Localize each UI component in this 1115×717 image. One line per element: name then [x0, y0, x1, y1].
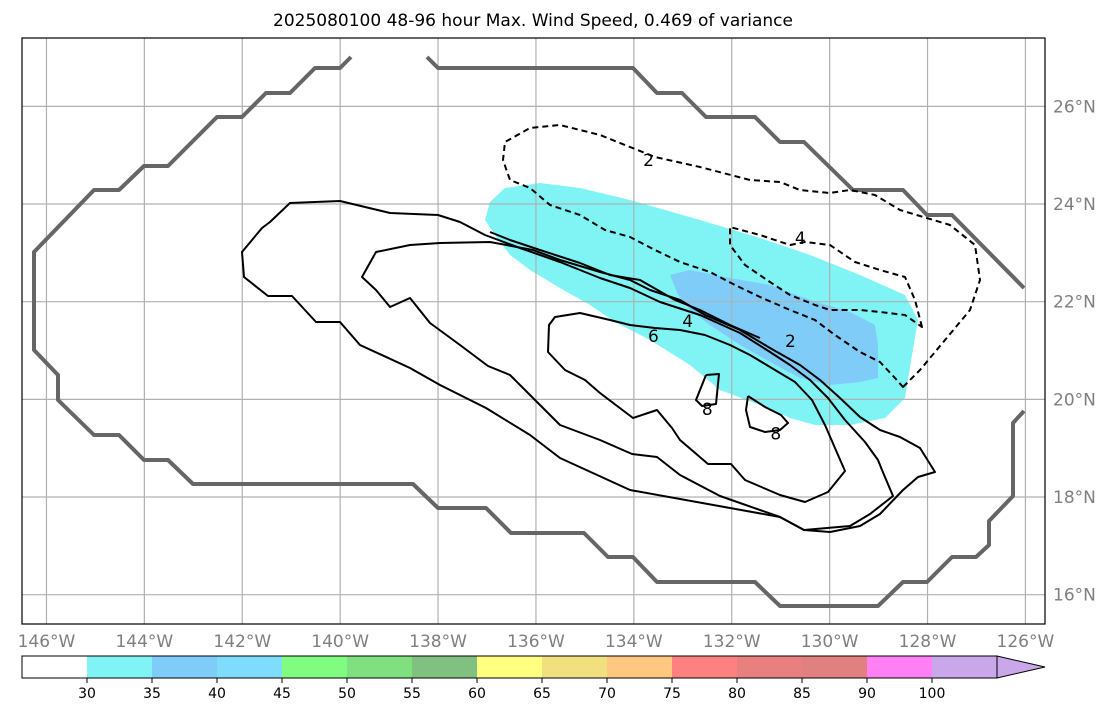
chart-title: 2025080100 48-96 hour Max. Wind Speed, 0… — [273, 11, 793, 31]
lon-tick-label: 144°W — [115, 632, 173, 652]
colorbar-tick-label: 75 — [663, 686, 681, 702]
lon-tick-label: 140°W — [311, 632, 369, 652]
colorbar-tick-label: 80 — [728, 686, 746, 702]
lat-tick-label: 26°N — [1053, 97, 1096, 117]
contour-labels: 2 4 2 4 6 8 8 — [643, 151, 806, 445]
colorbar-segment — [282, 656, 347, 678]
contour-line-6 — [489, 231, 846, 503]
lon-tick-label: 128°W — [899, 632, 957, 652]
colorbar-segment — [932, 656, 997, 678]
lon-tick-label: 134°W — [605, 632, 663, 652]
colorbar-tick-label: 70 — [598, 686, 616, 702]
lon-tick-label: 146°W — [18, 632, 76, 652]
filled-region-35-40 — [670, 270, 878, 385]
colorbar: 30 35 40 45 50 55 60 65 70 75 80 85 90 100 — [21, 655, 1046, 702]
colorbar-tick-label: 90 — [858, 686, 876, 702]
colorbar-extend-arrow — [996, 655, 1046, 679]
contour-line-2 — [241, 200, 894, 531]
colorbar-tick-label: 100 — [919, 686, 946, 702]
lat-tick-label: 20°N — [1053, 390, 1096, 410]
colorbar-tick-label: 55 — [403, 686, 421, 702]
contour-label: 6 — [648, 327, 659, 347]
lon-tick-label: 138°W — [409, 632, 467, 652]
lon-tick-label: 126°W — [997, 632, 1055, 652]
contour-line-8a — [695, 373, 720, 407]
lat-tick-label: 24°N — [1053, 195, 1096, 215]
contour-label: 4 — [682, 312, 693, 332]
contour-label: 2 — [785, 332, 796, 352]
colorbar-segment — [672, 656, 737, 678]
colorbar-tick-label: 65 — [533, 686, 551, 702]
colorbar-segment — [737, 656, 802, 678]
dashed-contours — [502, 124, 981, 388]
lat-tick-label: 18°N — [1053, 488, 1096, 508]
colorbar-frame — [21, 655, 997, 679]
colorbar-segment — [347, 656, 412, 678]
map-area: 2 4 2 4 6 8 8 — [22, 38, 1045, 624]
colorbar-tick-label: 45 — [273, 686, 291, 702]
colorbar-tick-label: 60 — [468, 686, 486, 702]
lat-tick-labels: 16°N 18°N 20°N 22°N 24°N 26°N — [1053, 97, 1096, 605]
lon-tick-label: 142°W — [213, 632, 271, 652]
contour-label: 8 — [702, 400, 713, 420]
map-frame — [21, 37, 1046, 625]
lon-tick-label: 136°W — [507, 632, 565, 652]
contour-label: 4 — [795, 229, 806, 249]
lat-tick-label: 16°N — [1053, 586, 1096, 606]
colorbar-tick-label: 30 — [78, 686, 96, 702]
lon-tick-label: 132°W — [703, 632, 761, 652]
colorbar-tick-label: 50 — [338, 686, 356, 702]
colorbar-segment — [152, 656, 217, 678]
colorbar-segment — [87, 656, 152, 678]
colorbar-segment — [867, 656, 932, 678]
dashed-contour-4 — [729, 226, 923, 328]
contour-line-4 — [361, 241, 936, 533]
colorbar-segment — [607, 656, 672, 678]
colorbar-tick-label: 40 — [208, 686, 226, 702]
contour-label: 8 — [770, 425, 781, 445]
lon-tick-label: 130°W — [801, 632, 859, 652]
solid-contours — [241, 200, 936, 533]
colorbar-segment — [542, 656, 607, 678]
colorbar-tick-label: 35 — [143, 686, 161, 702]
contour-line-8b — [745, 395, 789, 433]
colorbar-tick-label: 85 — [793, 686, 811, 702]
lon-tick-labels: 146°W 144°W 142°W 140°W 138°W 136°W 134°W 132°W… — [18, 632, 1055, 652]
colorbar-segment — [477, 656, 542, 678]
colorbar-segment — [802, 656, 867, 678]
colorbar-segment — [22, 656, 87, 678]
boundary-outline-east — [425, 55, 1026, 290]
lat-tick-label: 22°N — [1053, 293, 1096, 313]
colorbar-segment — [412, 656, 477, 678]
contour-label: 2 — [643, 151, 654, 171]
colorbar-segment — [217, 656, 282, 678]
gridlines — [22, 38, 1045, 624]
boundary-outline-west — [32, 55, 1026, 608]
